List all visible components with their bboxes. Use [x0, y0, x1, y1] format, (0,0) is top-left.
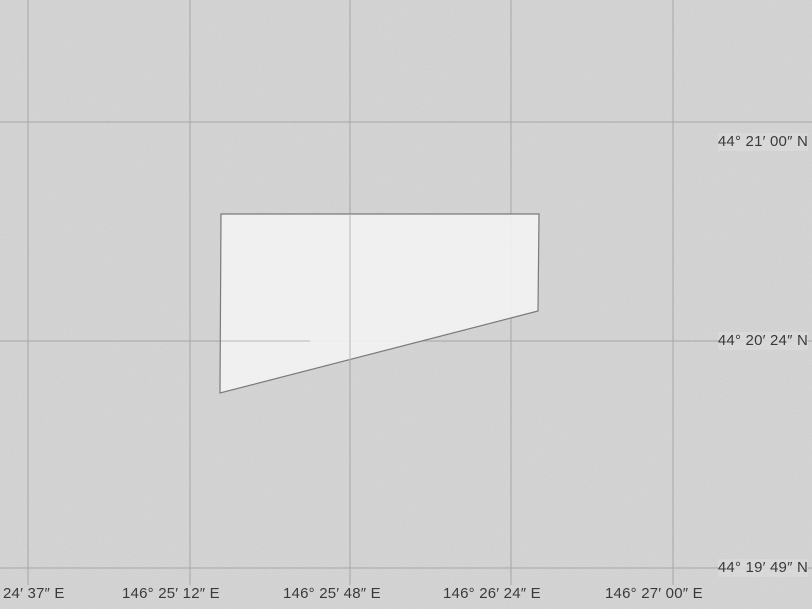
latitude-label-3: 44° 19′ 49″ N — [717, 559, 808, 577]
latitude-label-1: 44° 21′ 00″ N — [717, 133, 808, 151]
longitude-label-4: 146° 26′ 24″ E — [443, 585, 541, 602]
longitude-label-2: 146° 25′ 12″ E — [122, 585, 220, 602]
latitude-label-2: 44° 20′ 24″ N — [717, 332, 808, 350]
longitude-label-5: 146° 27′ 00″ E — [605, 585, 703, 602]
selection-polygon[interactable] — [219, 213, 540, 394]
longitude-label-1: 24′ 37″ E — [3, 585, 65, 602]
longitude-label-3: 146° 25′ 48″ E — [283, 585, 381, 602]
